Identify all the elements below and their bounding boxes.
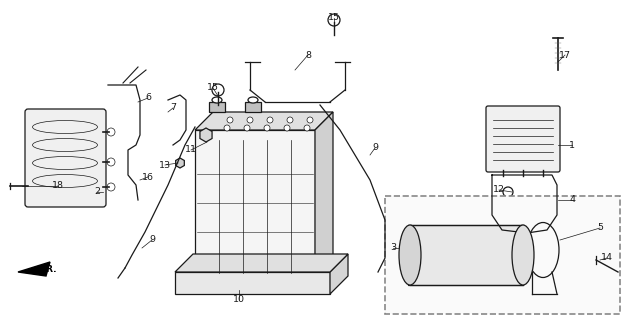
Bar bbox=[245, 102, 261, 112]
Text: 12: 12 bbox=[493, 186, 505, 195]
Text: 4: 4 bbox=[570, 196, 576, 204]
Circle shape bbox=[503, 187, 513, 197]
Text: 6: 6 bbox=[145, 93, 151, 102]
Text: 15: 15 bbox=[328, 13, 340, 22]
Circle shape bbox=[107, 128, 115, 136]
Bar bbox=[209, 102, 225, 112]
Bar bbox=[175, 272, 330, 294]
Circle shape bbox=[107, 183, 115, 191]
Polygon shape bbox=[315, 112, 333, 275]
Circle shape bbox=[284, 125, 290, 131]
Text: 3: 3 bbox=[390, 244, 396, 252]
Bar bbox=[408, 225, 523, 285]
Bar bbox=[385, 196, 620, 314]
Bar bbox=[195, 130, 315, 275]
Circle shape bbox=[107, 158, 115, 166]
FancyBboxPatch shape bbox=[486, 106, 560, 172]
Circle shape bbox=[224, 125, 230, 131]
Ellipse shape bbox=[512, 225, 534, 285]
Text: 17: 17 bbox=[559, 51, 571, 60]
Text: 13: 13 bbox=[159, 161, 171, 170]
Polygon shape bbox=[18, 262, 50, 276]
Circle shape bbox=[287, 117, 293, 123]
Circle shape bbox=[267, 117, 273, 123]
Text: 2: 2 bbox=[94, 188, 100, 196]
Text: 15: 15 bbox=[207, 84, 219, 92]
Text: 8: 8 bbox=[305, 51, 311, 60]
Ellipse shape bbox=[399, 225, 421, 285]
Text: 1: 1 bbox=[569, 140, 575, 149]
Text: 9: 9 bbox=[372, 143, 378, 153]
Text: 11: 11 bbox=[185, 146, 197, 155]
Circle shape bbox=[307, 117, 313, 123]
Circle shape bbox=[247, 117, 253, 123]
Circle shape bbox=[304, 125, 310, 131]
Circle shape bbox=[227, 117, 233, 123]
Ellipse shape bbox=[212, 97, 222, 103]
FancyBboxPatch shape bbox=[25, 109, 106, 207]
Ellipse shape bbox=[248, 97, 258, 103]
Text: 5: 5 bbox=[597, 223, 603, 233]
Polygon shape bbox=[195, 112, 333, 130]
Polygon shape bbox=[175, 254, 348, 272]
Text: 18: 18 bbox=[52, 181, 64, 190]
Text: FR.: FR. bbox=[40, 266, 57, 275]
Circle shape bbox=[264, 125, 270, 131]
Text: 16: 16 bbox=[142, 172, 154, 181]
Text: 14: 14 bbox=[601, 253, 613, 262]
Circle shape bbox=[212, 84, 224, 96]
Text: 9: 9 bbox=[149, 236, 155, 244]
Circle shape bbox=[244, 125, 250, 131]
Text: 10: 10 bbox=[233, 295, 245, 305]
Circle shape bbox=[328, 14, 340, 26]
Polygon shape bbox=[330, 254, 348, 294]
Text: 7: 7 bbox=[170, 103, 176, 113]
